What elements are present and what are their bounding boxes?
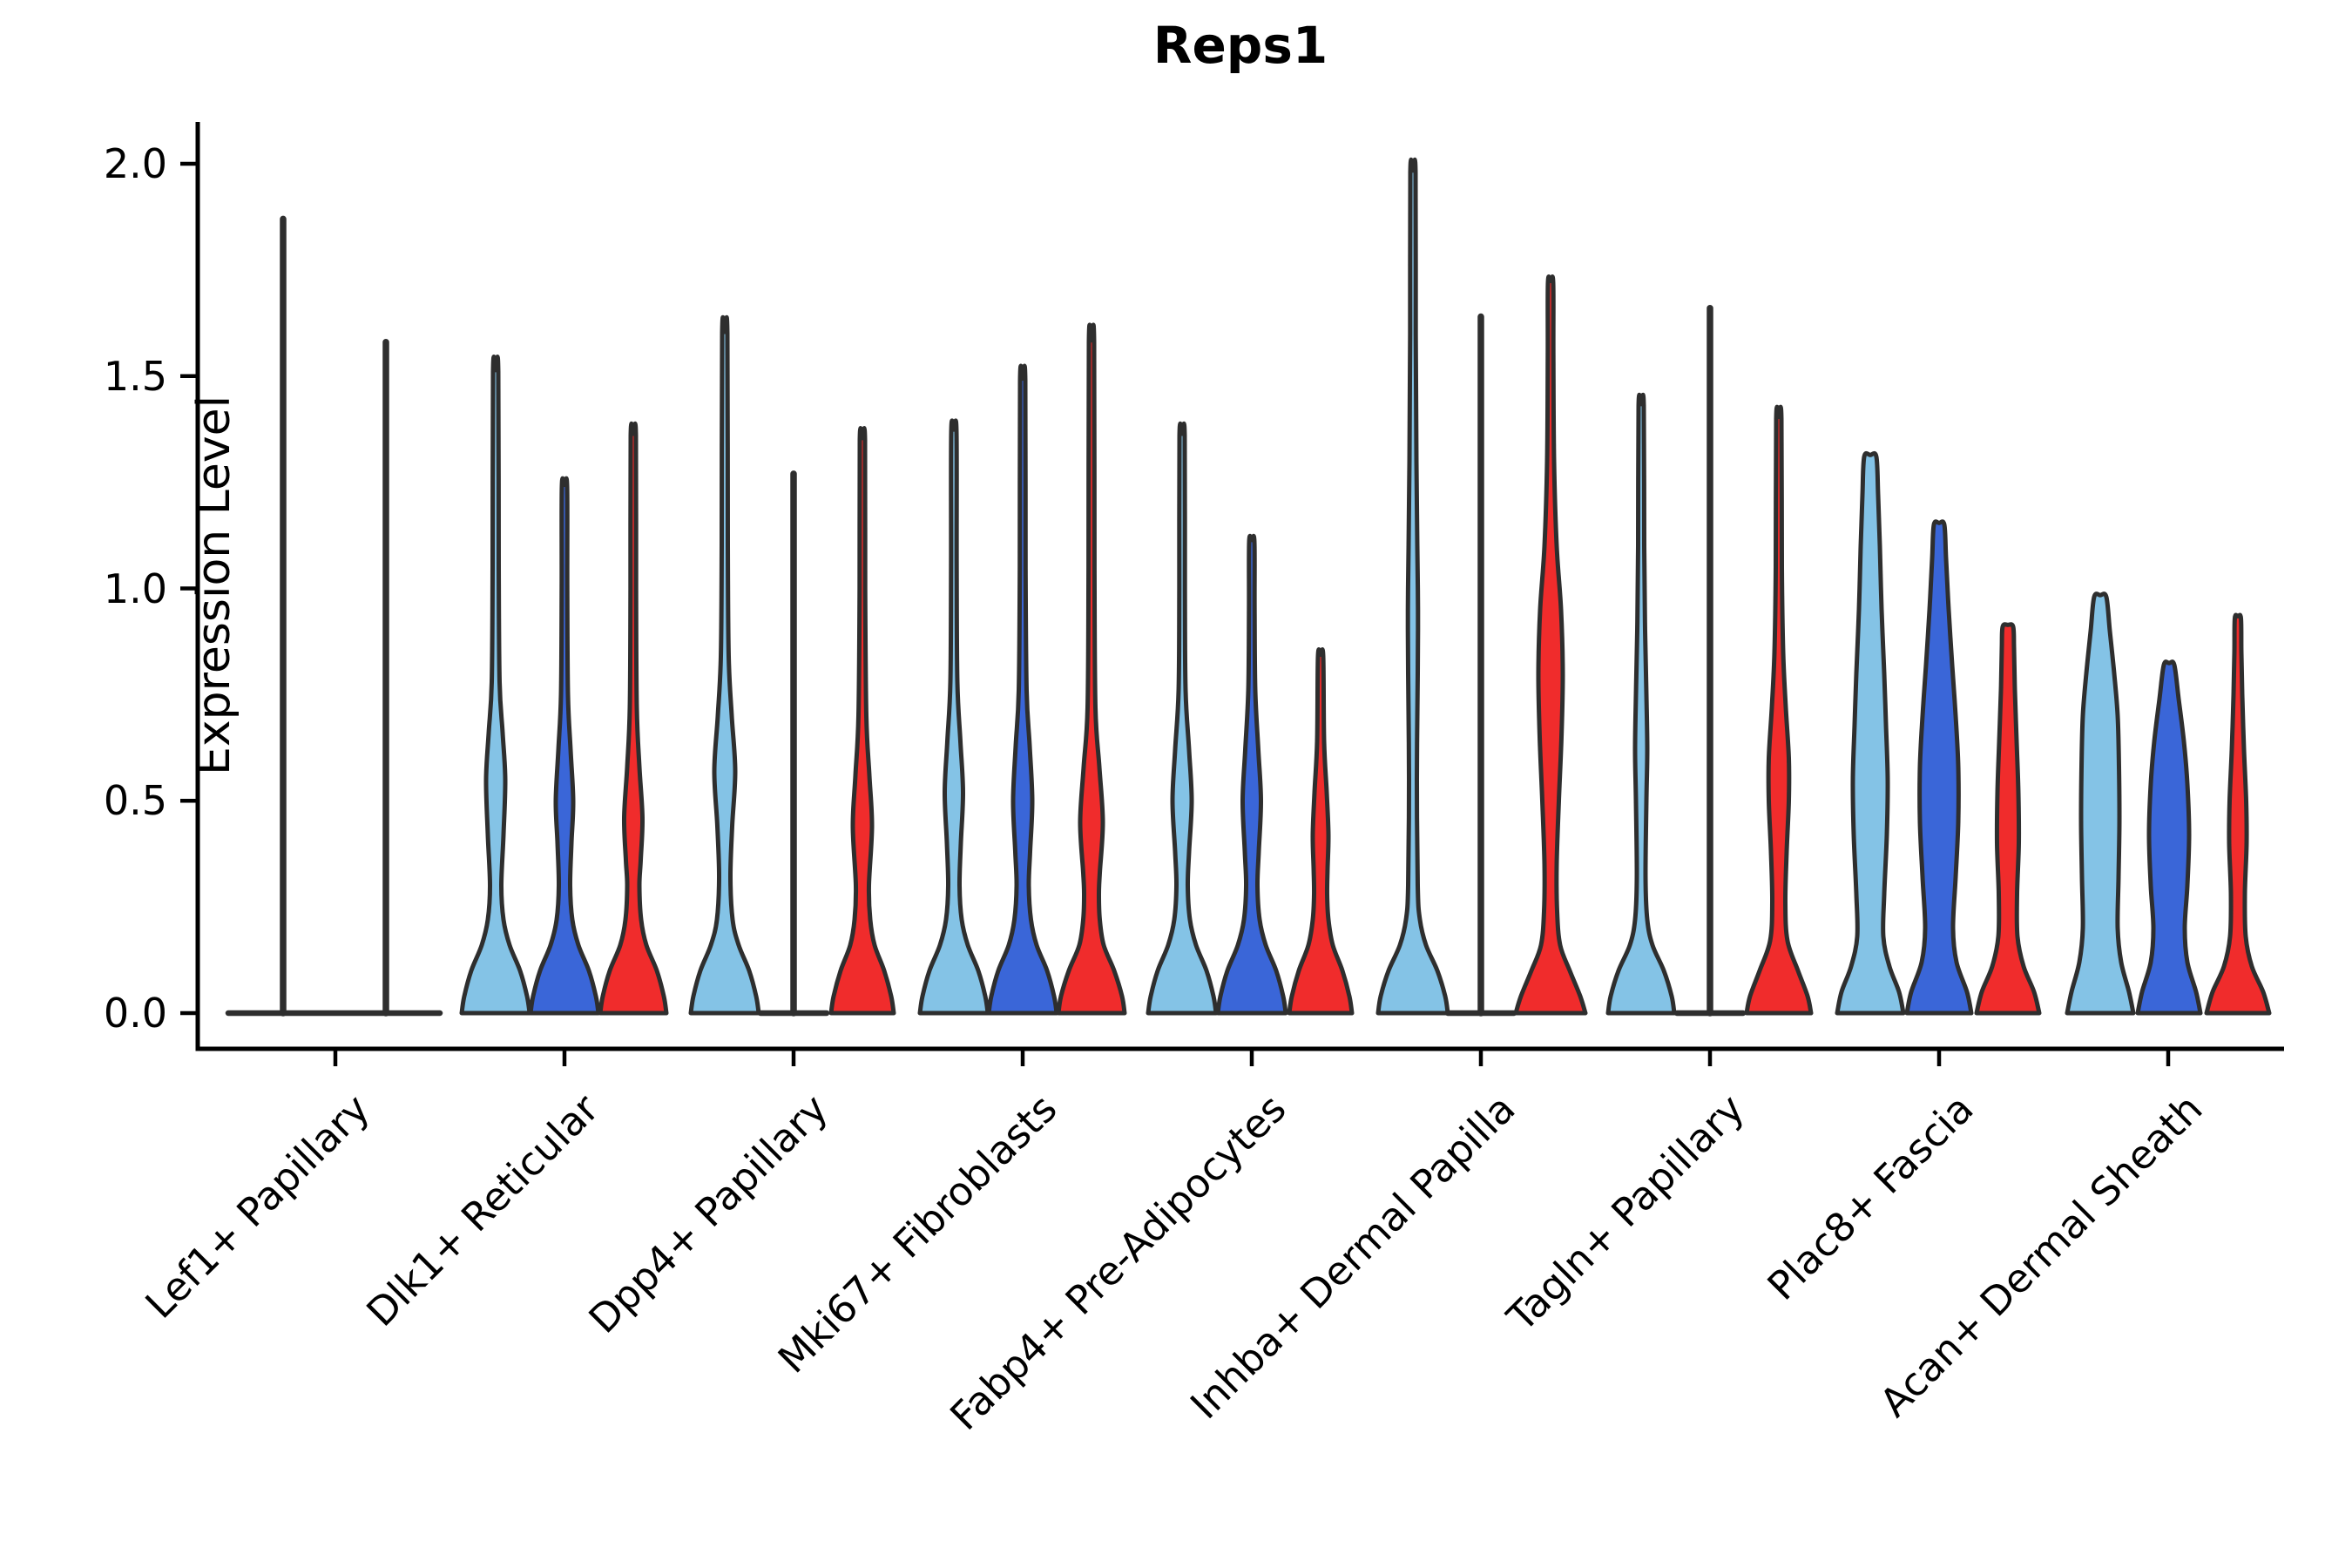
violin-shape — [688, 314, 761, 1016]
violin-shape — [986, 363, 1059, 1016]
violin-shape — [2065, 591, 2136, 1016]
violin-shape — [828, 426, 896, 1016]
y-tick-label: 1.0 — [103, 564, 167, 612]
violin-shape — [1513, 274, 1588, 1016]
violin-shape — [1974, 622, 2042, 1016]
violin-shape — [459, 355, 532, 1016]
violin-shape — [1056, 322, 1127, 1016]
violin-shape — [1215, 533, 1288, 1016]
violin-shape — [1744, 404, 1814, 1016]
y-tick-label: 0.5 — [103, 777, 167, 825]
violin-shape — [2135, 659, 2203, 1016]
violin-shape — [917, 418, 990, 1016]
y-tick-label: 2.0 — [103, 140, 167, 187]
violin-shape — [1146, 421, 1219, 1016]
violin-shape — [1904, 519, 1974, 1016]
violin-shape — [1375, 157, 1450, 1016]
chart-title: Reps1 — [1152, 16, 1328, 75]
violin-shape — [1605, 392, 1677, 1016]
violin-shape — [528, 476, 601, 1016]
y-axis-label: Expression Level — [188, 395, 241, 776]
violin-shape — [2204, 612, 2272, 1016]
y-tick-label: 0.0 — [103, 990, 167, 1037]
violin-shape — [1835, 450, 1906, 1016]
violin-shape — [1287, 647, 1355, 1016]
y-tick-label: 1.5 — [103, 352, 167, 400]
violin-shape — [598, 421, 669, 1016]
